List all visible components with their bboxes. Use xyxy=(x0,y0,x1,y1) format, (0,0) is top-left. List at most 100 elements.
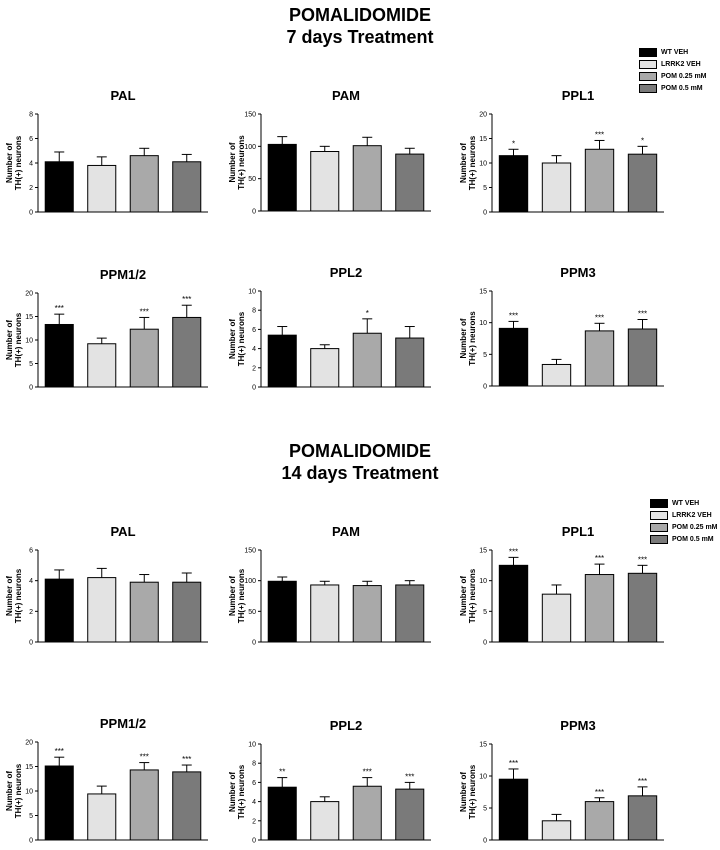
chart-title: PPL2 xyxy=(330,718,363,733)
legend-swatch xyxy=(650,535,668,544)
y-tick-label: 0 xyxy=(483,384,487,391)
y-axis-label-line: Number of xyxy=(5,320,14,360)
chart-title: PAM xyxy=(332,88,360,103)
significance-label: *** xyxy=(363,768,372,777)
y-axis-label-line: TH(+) neurons xyxy=(14,763,23,818)
section-title-7-days: POMALIDOMIDE 7 days Treatment xyxy=(0,4,720,48)
legend-swatch xyxy=(639,48,657,57)
y-tick-label: 8 xyxy=(252,308,256,315)
bar-chart-ppm1-2: PPM1/2 0 5 10 15 20 Number ofTH(+) neurons *** *… xyxy=(5,716,208,845)
y-axis-label: Number ofTH(+) neurons xyxy=(228,311,246,366)
bar-pom-0-25-mm xyxy=(352,332,382,388)
y-axis-label-line: TH(+) neurons xyxy=(468,311,477,366)
legend-label: POM 0.5 mM xyxy=(661,85,703,92)
significance-label: *** xyxy=(182,755,191,764)
section-title-14-days: POMALIDOMIDE 14 days Treatment xyxy=(0,440,720,484)
legend-item: WT VEH xyxy=(650,498,718,509)
bar-lrrk2-veh xyxy=(541,820,572,841)
legend-item: POM 0.5 mM xyxy=(639,83,707,94)
y-tick-label: 15 xyxy=(479,289,487,296)
y-tick-label: 15 xyxy=(479,136,487,143)
legend-swatch xyxy=(639,72,657,81)
significance-label: *** xyxy=(182,295,191,304)
y-axis-label-line: TH(+) neurons xyxy=(237,311,246,366)
section-title-duration: 7 days Treatment xyxy=(286,27,434,47)
bar-chart-ppl1: PPL1 0 5 10 15 Number ofTH(+) neurons *** *** **… xyxy=(459,524,664,647)
y-tick-label: 0 xyxy=(483,640,487,647)
bar-pom-0-5-mm xyxy=(172,581,202,643)
y-tick-label: 100 xyxy=(244,578,256,585)
bar-lrrk2-veh xyxy=(541,593,572,643)
legend-label: LRRK2 VEH xyxy=(672,512,712,519)
y-tick-label: 10 xyxy=(248,289,256,296)
y-axis-label-line: Number of xyxy=(5,771,14,811)
y-axis-label: Number ofTH(+) neurons xyxy=(459,568,477,623)
bar-pom-0-25-mm xyxy=(584,574,615,643)
y-tick-label: 5 xyxy=(483,609,487,616)
y-axis-label-line: Number of xyxy=(459,576,468,616)
y-tick-label: 20 xyxy=(479,112,487,119)
bar-wt-veh xyxy=(267,143,297,212)
legend-label: POM 0.25 mM xyxy=(661,73,707,80)
significance-label: *** xyxy=(638,777,647,786)
bar-pom-0-25-mm xyxy=(584,801,615,841)
y-tick-label: 0 xyxy=(252,838,256,845)
significance-label: *** xyxy=(595,554,604,563)
legend-swatch xyxy=(650,511,668,520)
bar-chart-ppm3: PPM3 0 5 10 15 Number ofTH(+) neurons *** *** **… xyxy=(459,265,664,391)
y-tick-label: 8 xyxy=(252,761,256,768)
bar-pom-0-5-mm xyxy=(627,328,658,387)
bar-lrrk2-veh xyxy=(310,348,340,388)
y-axis-label-line: Number of xyxy=(228,772,237,812)
y-axis-label-line: Number of xyxy=(228,319,237,359)
y-tick-label: 0 xyxy=(252,640,256,647)
significance-label: *** xyxy=(140,307,149,316)
bar-wt-veh xyxy=(498,327,529,387)
y-tick-label: 20 xyxy=(25,740,33,747)
y-tick-label: 2 xyxy=(29,185,33,192)
bar-chart-pal: PAL 0 2 4 6 8 Number ofTH(+) neurons xyxy=(5,88,208,217)
y-tick-label: 0 xyxy=(29,385,33,392)
bar-chart-ppm1-2: PPM1/2 0 5 10 15 20 Number ofTH(+) neurons *** *… xyxy=(5,267,208,392)
bar-pom-0-25-mm xyxy=(352,145,382,212)
y-axis-label-line: Number of xyxy=(459,772,468,812)
y-tick-label: 8 xyxy=(29,112,33,119)
y-tick-label: 10 xyxy=(25,789,33,796)
y-tick-label: 2 xyxy=(252,365,256,372)
y-axis-label-line: TH(+) neurons xyxy=(468,135,477,190)
y-tick-label: 100 xyxy=(244,144,256,151)
legend-label: WT VEH xyxy=(661,49,689,56)
legend-label: POM 0.5 mM xyxy=(672,536,714,543)
significance-label: *** xyxy=(140,753,149,762)
bar-wt-veh xyxy=(498,564,529,643)
significance-label: * xyxy=(366,309,369,318)
legend-label: WT VEH xyxy=(672,500,700,507)
y-tick-label: 10 xyxy=(479,161,487,168)
bar-wt-veh xyxy=(44,578,74,643)
legend-swatch xyxy=(639,84,657,93)
bar-wt-veh xyxy=(267,334,297,388)
y-tick-label: 10 xyxy=(248,742,256,749)
bar-pom-0-5-mm xyxy=(172,161,202,213)
chart-title: PAL xyxy=(110,524,135,539)
bar-lrrk2-veh xyxy=(310,801,340,841)
bar-lrrk2-veh xyxy=(87,164,117,213)
legend-item: POM 0.25 mM xyxy=(639,71,707,82)
y-tick-label: 15 xyxy=(25,314,33,321)
bar-wt-veh xyxy=(44,323,74,388)
y-axis-label: Number ofTH(+) neurons xyxy=(228,764,246,819)
bar-chart-ppm3: PPM3 0 5 10 15 Number ofTH(+) neurons *** *** **… xyxy=(459,718,664,845)
y-axis-label: Number ofTH(+) neurons xyxy=(5,763,23,818)
y-axis-label: Number ofTH(+) neurons xyxy=(228,568,246,623)
bar-lrrk2-veh xyxy=(310,151,340,212)
significance-label: *** xyxy=(509,759,518,768)
section-title-duration: 14 days Treatment xyxy=(281,463,439,483)
y-axis-label-line: Number of xyxy=(5,576,14,616)
bar-pom-0-25-mm xyxy=(129,155,159,213)
significance-label: *** xyxy=(405,772,414,781)
bar-wt-veh xyxy=(44,161,74,213)
chart-title: PPL2 xyxy=(330,265,363,280)
significance-label: *** xyxy=(509,311,518,320)
